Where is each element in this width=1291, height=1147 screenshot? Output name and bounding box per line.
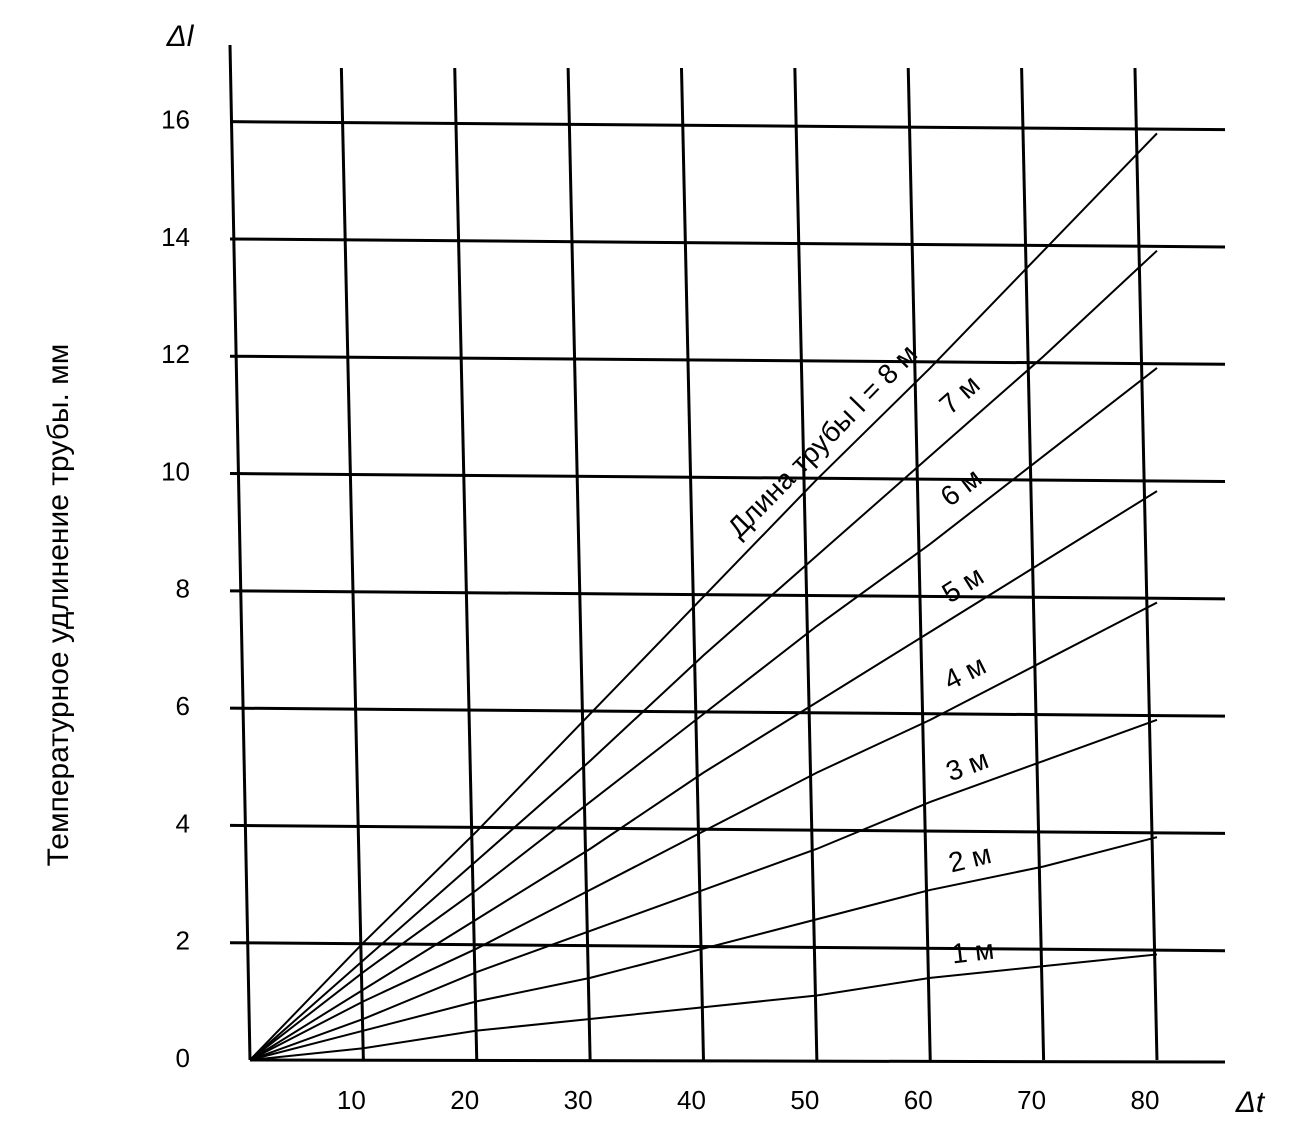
grid-line: [229, 237, 1226, 249]
grid-line: [229, 706, 1226, 718]
series-label: 3 м: [942, 743, 993, 787]
grid-line: [229, 589, 1226, 601]
series-label: 2 м: [945, 838, 994, 878]
series-label: 5 м: [936, 560, 989, 609]
y-axis-label: Температурное удлинение трубы. мм: [42, 344, 75, 867]
y-tick-label: 0: [176, 1043, 190, 1073]
x-tick-label: 50: [790, 1085, 819, 1115]
x-tick-label: 20: [450, 1085, 479, 1115]
series-line: [249, 132, 1158, 1061]
y-tick-label: 6: [176, 691, 190, 721]
x-axis: [249, 1058, 1226, 1064]
grid-line: [229, 472, 1226, 484]
grid-line: [229, 354, 1226, 366]
series-label: Длина трубы l = 8 м: [721, 338, 923, 543]
x-tick-label: 10: [337, 1085, 366, 1115]
y-tick-label: 2: [176, 926, 190, 956]
x-tick-label: 40: [677, 1085, 706, 1115]
series-line: [249, 490, 1158, 1061]
x-tick-label: 60: [904, 1085, 933, 1115]
y-tick-label: 12: [161, 339, 190, 369]
x-axis-symbol: Δt: [1235, 1086, 1266, 1119]
grid-line: [229, 823, 1226, 835]
grid-line: [453, 67, 479, 1061]
grid-line: [1133, 67, 1159, 1061]
x-tick-label: 70: [1017, 1085, 1046, 1115]
series-line: [249, 249, 1158, 1061]
grid-line: [679, 67, 705, 1061]
grid-line: [339, 67, 365, 1061]
series-line: [249, 601, 1158, 1061]
grid-line: [906, 67, 932, 1061]
grid-line: [229, 941, 1226, 953]
series-line: [249, 718, 1158, 1061]
grid-line: [566, 67, 592, 1061]
series-label: 4 м: [939, 649, 991, 696]
series-line: [249, 836, 1158, 1061]
series-line: [249, 367, 1158, 1061]
y-tick-label: 8: [176, 574, 190, 604]
y-axis: [228, 44, 252, 1061]
y-tick-label: 14: [161, 222, 190, 252]
grid-line: [229, 120, 1226, 132]
series-label: 1 м: [950, 934, 996, 970]
series-line: [249, 953, 1158, 1061]
y-tick-label: 10: [161, 456, 190, 486]
series-label: 7 м: [933, 369, 985, 420]
x-tick-label: 30: [564, 1085, 593, 1115]
y-axis-symbol: Δl: [166, 20, 195, 53]
y-tick-label: 4: [176, 808, 190, 838]
grid-line: [1020, 67, 1046, 1061]
x-tick-label: 80: [1131, 1085, 1160, 1115]
y-tick-label: 16: [161, 105, 190, 135]
